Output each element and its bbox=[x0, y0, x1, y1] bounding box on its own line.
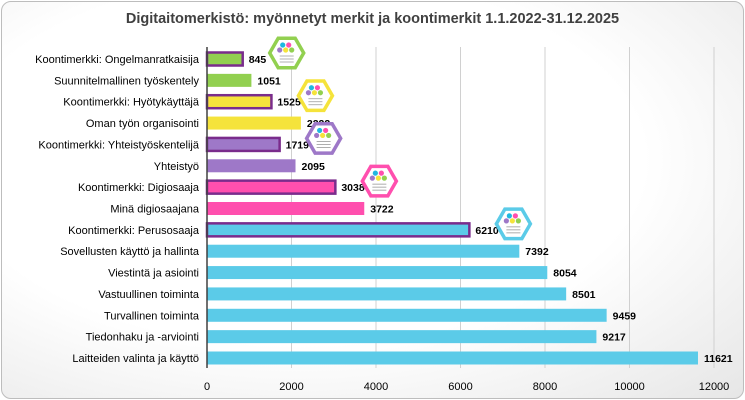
x-tick-label: 8000 bbox=[533, 381, 557, 393]
category-label: Turvallinen toiminta bbox=[104, 310, 200, 322]
bar bbox=[207, 330, 597, 344]
data-label: 7392 bbox=[525, 246, 549, 258]
x-tick-label: 10000 bbox=[614, 381, 645, 393]
x-tick-label: 4000 bbox=[364, 381, 388, 393]
cyan-hexagon-badge-icon bbox=[494, 207, 533, 241]
category-label: Koontimerkki: Perusosaaja bbox=[68, 225, 200, 237]
category-label: Viestintä ja asiointi bbox=[108, 268, 199, 280]
bar bbox=[207, 116, 301, 130]
category-label: Yhteistyö bbox=[154, 161, 199, 173]
x-tick-label: 6000 bbox=[448, 381, 472, 393]
pink-hexagon-badge-icon bbox=[360, 164, 399, 198]
bar bbox=[207, 266, 548, 280]
category-label: Koontimerkki: Ongelmanratkaisija bbox=[35, 54, 200, 66]
chart-title: Digitaitomerkistö: myönnetyt merkit ja k… bbox=[125, 11, 620, 27]
data-label: 2095 bbox=[302, 161, 326, 173]
bar bbox=[207, 308, 607, 322]
bar bbox=[205, 136, 281, 153]
x-tick-label: 0 bbox=[204, 381, 210, 393]
data-label: 8501 bbox=[572, 289, 596, 301]
data-label: 3038 bbox=[341, 182, 365, 194]
bar bbox=[207, 287, 567, 301]
data-label: 6210 bbox=[475, 225, 499, 237]
bar bbox=[205, 93, 273, 110]
category-label: Koontimerkki: Digiosaaja bbox=[78, 182, 200, 194]
yellow-hexagon-badge-icon bbox=[296, 79, 335, 113]
purple-hexagon-badge-icon bbox=[304, 121, 343, 155]
category-label: Vastuullinen toiminta bbox=[98, 289, 200, 301]
category-label: Sovellusten käyttö ja hallinta bbox=[60, 246, 200, 258]
bar bbox=[205, 222, 471, 238]
x-tick-label: 12000 bbox=[699, 381, 730, 393]
bar bbox=[207, 73, 252, 87]
category-label: Laitteiden valinta ja käyttö bbox=[72, 353, 199, 365]
data-label: 8054 bbox=[553, 268, 577, 280]
bar bbox=[205, 51, 244, 67]
data-label: 1719 bbox=[286, 139, 310, 151]
data-label: 11621 bbox=[704, 353, 733, 365]
bar bbox=[205, 179, 337, 195]
x-tick-label: 2000 bbox=[279, 381, 303, 393]
data-label: 9459 bbox=[613, 310, 637, 322]
data-label: 1051 bbox=[257, 75, 281, 87]
category-label: Koontimerkki: Hyötykäyttäjä bbox=[63, 97, 200, 109]
category-label: Tiedonhaku ja -arviointi bbox=[86, 332, 199, 344]
green-hexagon-badge-icon bbox=[267, 36, 306, 70]
bar bbox=[207, 202, 365, 215]
bar bbox=[207, 159, 296, 173]
bar bbox=[207, 351, 698, 365]
category-label: Minä digiosaajana bbox=[110, 204, 200, 216]
data-label: 1525 bbox=[277, 97, 301, 109]
category-label: Suunnitelmallinen työskentely bbox=[54, 75, 199, 87]
bar bbox=[207, 244, 520, 258]
data-label: 3722 bbox=[370, 204, 394, 216]
data-label: 9217 bbox=[602, 332, 626, 344]
category-label: Oman työn organisointi bbox=[86, 118, 199, 130]
data-label: 845 bbox=[249, 54, 267, 66]
category-label: Koontimerkki: Yhteistyöskentelijä bbox=[38, 139, 199, 151]
